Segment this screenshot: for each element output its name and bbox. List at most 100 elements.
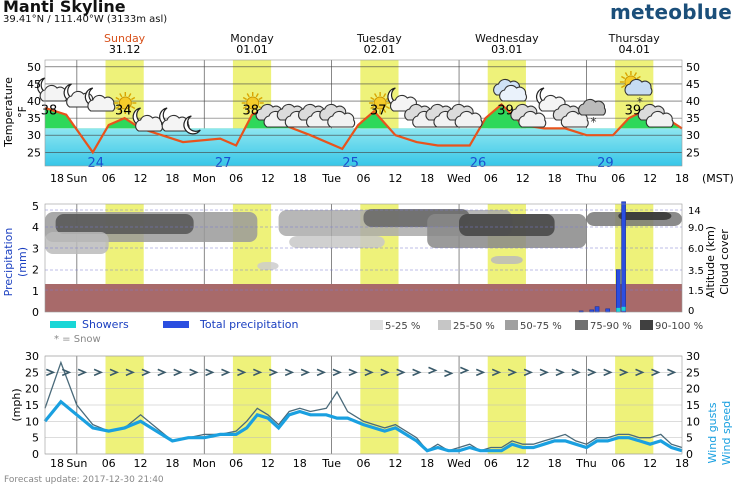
wind-direction-arrow <box>491 368 502 377</box>
forecast-update-text: Forecast update: 2017-12-30 21:40 <box>4 475 164 485</box>
temp-min-label: 29 <box>597 156 614 171</box>
legend-cloud-label: 50-75 % <box>520 321 562 332</box>
precip-tick: 0 <box>32 306 39 319</box>
wind-tick-right: 20 <box>686 383 700 396</box>
cloud-cover-area <box>257 262 279 270</box>
legend-snow-label: * = Snow <box>54 334 101 345</box>
altitude-tick: 3.5 <box>688 266 704 277</box>
time-axis-label: 18 <box>548 172 562 185</box>
cloud-cover-area <box>490 256 523 264</box>
time-axis-label: 18 <box>50 457 64 470</box>
brand-logo[interactable]: meteoblue <box>609 0 732 24</box>
wind-direction-arrow <box>125 368 135 377</box>
cloud-sun-icon <box>493 78 528 102</box>
wind-direction-arrow <box>444 369 454 378</box>
precipitation-axis-title: Precipitation <box>2 228 15 297</box>
wind-direction-arrow <box>460 366 470 375</box>
temp-max-label: 34 <box>115 104 132 119</box>
time-axis-label: 18 <box>675 457 689 470</box>
time-axis-label: 18 <box>420 172 434 185</box>
precip-tick: 3 <box>32 242 39 255</box>
wind-direction-arrow <box>221 368 231 377</box>
wind-direction-arrow <box>667 368 677 377</box>
legend-cloud-label: 75-90 % <box>590 321 632 332</box>
time-axis-label: 06 <box>484 172 498 185</box>
time-axis-label: Wed <box>447 172 471 185</box>
temp-min-label: 24 <box>88 156 105 171</box>
legend-cloud-label: 90-100 % <box>655 321 703 332</box>
wind-direction-arrow <box>61 368 72 377</box>
wind-direction-arrow <box>539 368 550 377</box>
temp-max-label: 39 <box>625 104 642 119</box>
temp-tick-right: 30 <box>686 129 700 142</box>
time-axis-label: 12 <box>516 457 530 470</box>
time-axis-label: Thu <box>575 172 597 185</box>
panel-border <box>44 59 683 167</box>
temp-tick-left: 45 <box>27 78 41 91</box>
legend-cloud-swatch <box>370 320 383 330</box>
precip-bar <box>594 306 600 313</box>
svg-text:*: * <box>637 95 643 109</box>
precip-tick: 4 <box>32 221 39 234</box>
time-axis-label: 06 <box>102 172 116 185</box>
page-title: Manti Skyline <box>3 0 126 16</box>
temp-tick-left: 35 <box>27 112 41 125</box>
time-axis-label: 12 <box>643 457 657 470</box>
sun-icon <box>114 92 137 114</box>
wind-direction-arrow <box>364 368 374 377</box>
legend-showers-swatch <box>50 321 76 328</box>
wind-direction-arrow <box>268 368 279 377</box>
wind-gusts-axis-title: Wind gusts <box>706 402 719 463</box>
cloud-icon <box>446 103 483 128</box>
temperature-unit-title: °F <box>16 106 29 118</box>
temp-tick-right: 25 <box>686 146 700 159</box>
temp-min-label: 25 <box>342 156 359 171</box>
legend-cloud-swatch <box>575 320 588 330</box>
sun-snow-icon: * <box>619 71 653 109</box>
wind-direction-arrow <box>475 368 486 377</box>
legend-showers-label: Showers <box>82 318 129 331</box>
time-axis-label: 18 <box>50 172 64 185</box>
time-axis-label: 18 <box>293 172 307 185</box>
moon-cloud-icon <box>132 107 164 132</box>
precip-bar <box>589 309 595 313</box>
wind-direction-arrow <box>45 368 56 377</box>
wind-tick-right: 5 <box>686 432 693 445</box>
time-axis-label: 12 <box>134 457 148 470</box>
svg-text:*: * <box>590 115 596 129</box>
wind-direction-arrow <box>332 368 342 377</box>
temperature-axis-title: Temperature <box>2 77 15 148</box>
wind-direction-arrow <box>587 368 597 377</box>
wind-direction-arrow <box>253 368 263 377</box>
time-axis-label: 06 <box>229 172 243 185</box>
cloud-icon <box>637 103 674 128</box>
day-date: 01.01 <box>236 43 268 56</box>
wind-direction-arrow <box>428 366 438 375</box>
time-axis-label: Wed <box>447 457 471 470</box>
time-axis-label: 18 <box>165 457 179 470</box>
moon-icon <box>183 115 201 135</box>
wind-tick-left: 0 <box>32 448 39 461</box>
time-axis-label: 12 <box>388 172 402 185</box>
temperature-panel: ** <box>37 66 683 166</box>
temp-tick-right: 50 <box>686 61 700 74</box>
day-name: Thursday <box>608 32 661 45</box>
wind-direction-arrow <box>523 368 534 377</box>
temp-tick-right: 40 <box>686 95 700 108</box>
panel-border <box>44 203 683 313</box>
wind-direction-arrow <box>157 368 167 377</box>
altitude-tick: 6.0 <box>688 244 704 255</box>
time-axis-label: 06 <box>357 457 371 470</box>
wind-direction-arrow <box>205 368 215 377</box>
day-name: Tuesday <box>356 32 402 45</box>
wind-direction-arrow <box>141 368 151 377</box>
time-axis-label: 12 <box>388 457 402 470</box>
showers-bar <box>616 307 621 312</box>
wind-tick-left: 25 <box>25 366 39 379</box>
altitude-tick: 1.5 <box>688 286 704 297</box>
cloud-cover-area <box>289 236 385 248</box>
temp-max-label: 39 <box>497 104 514 119</box>
day-date: 31.12 <box>109 43 141 56</box>
wind-tick-left: 10 <box>25 415 39 428</box>
